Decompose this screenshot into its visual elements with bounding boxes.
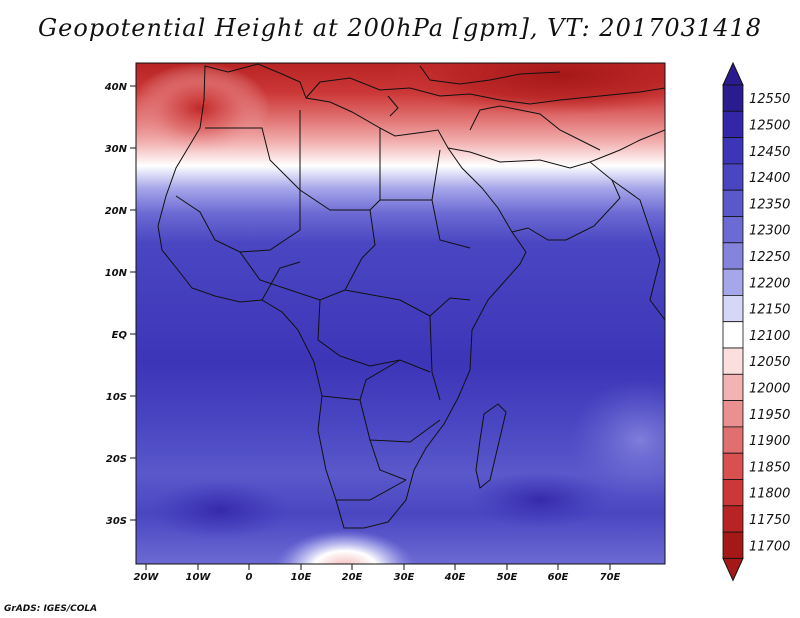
colorbar-swatch — [722, 426, 744, 454]
lat-label-10s: 10S — [106, 392, 127, 403]
colorbar-swatch — [722, 294, 744, 323]
colorbar-swatch — [722, 479, 744, 507]
lon-label-40e: 40E — [444, 572, 466, 583]
colorbar-arrow-bottom — [722, 557, 744, 582]
grads-credit: GrADS: IGES/COLA — [4, 604, 98, 614]
colorbar: 12550 12500 12450 12400 12350 12300 12250 12200… — [722, 61, 790, 582]
colorbar-label: 12550 — [749, 92, 790, 107]
plot-frame — [135, 62, 666, 565]
colorbar-label: 12500 — [749, 118, 790, 133]
lon-label-20e: 20E — [342, 572, 363, 583]
lon-label-10w: 10W — [186, 572, 212, 583]
colorbar-label: 12000 — [749, 381, 790, 396]
colorbar-swatch — [722, 189, 744, 217]
colorbar-swatch — [722, 531, 744, 559]
colorbar-label: 11850 — [749, 460, 790, 475]
colorbar-swatch — [722, 84, 744, 112]
lat-label-30n: 30N — [105, 144, 128, 155]
colorbar-label: 11950 — [749, 408, 790, 423]
colorbar-arrow-top — [722, 61, 744, 86]
lon-label-10e: 10E — [291, 572, 312, 583]
lon-label-30e: 30E — [394, 572, 415, 583]
colorbar-label: 12300 — [749, 224, 790, 239]
colorbar-label: 12200 — [749, 276, 790, 291]
lat-label-40n: 40N — [104, 82, 128, 93]
colorbar-label: 12450 — [749, 145, 790, 160]
lon-label-0: 0 — [246, 572, 253, 583]
coastlines — [157, 63, 665, 529]
colorbar-swatch — [722, 452, 744, 480]
lat-label-30s: 30S — [106, 516, 127, 527]
colorbar-swatch — [722, 110, 744, 139]
colorbar-swatch — [722, 321, 744, 349]
longitude-axis: 20W 10W 0 10E 20E 30E 40E 50E 60E 70E — [134, 564, 621, 583]
colorbar-swatch — [722, 163, 744, 191]
colorbar-swatch — [722, 347, 744, 375]
lon-label-70e: 70E — [600, 572, 621, 583]
latitude-axis: 40N 30N 20N 10N EQ 10S 20S 30S — [104, 82, 136, 527]
colorbar-label: 12250 — [749, 250, 790, 265]
lat-label-20n: 20N — [105, 206, 128, 217]
colorbar-label: 11800 — [749, 487, 790, 502]
colorbar-swatch — [722, 373, 744, 401]
lat-label-20s: 20S — [106, 454, 127, 465]
colorbar-label: 12050 — [749, 355, 790, 370]
colorbar-swatch — [722, 268, 744, 296]
lon-label-60e: 60E — [548, 572, 569, 583]
colorbar-label: 12100 — [749, 329, 790, 344]
lon-label-20w: 20W — [134, 572, 160, 583]
colorbar-swatch — [722, 137, 744, 165]
colorbar-swatch — [722, 400, 744, 428]
colorbar-swatch — [722, 216, 744, 244]
colorbar-label: 11900 — [749, 434, 790, 449]
lon-label-50e: 50E — [497, 572, 518, 583]
lat-label-eq: EQ — [112, 330, 128, 341]
colorbar-label: 12400 — [749, 171, 790, 186]
colorbar-label: 12350 — [749, 197, 790, 212]
map-title: Geopotential Height at 200hPa [gpm], VT:… — [38, 14, 762, 42]
colorbar-label: 11750 — [749, 513, 790, 528]
colorbar-swatch — [722, 505, 744, 533]
lat-label-10n: 10N — [105, 268, 128, 279]
colorbar-label: 12150 — [749, 303, 790, 318]
colorbar-label: 11700 — [749, 539, 790, 554]
colorbar-swatch — [722, 242, 744, 270]
height-field — [136, 63, 665, 564]
